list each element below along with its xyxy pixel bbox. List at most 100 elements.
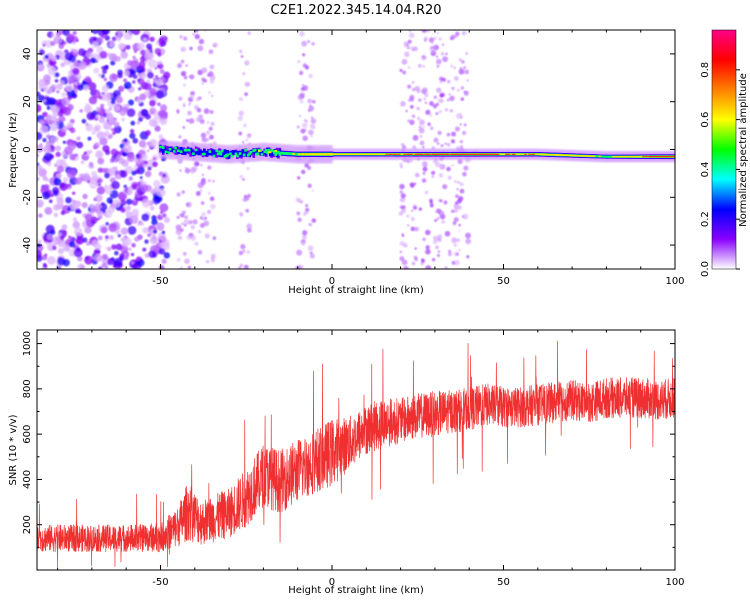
scatter-blob xyxy=(179,35,183,39)
signal-segment xyxy=(524,153,527,155)
signal-segment xyxy=(493,153,497,155)
scatter-blob xyxy=(400,193,406,199)
noise-blob xyxy=(161,239,170,247)
noise-blob xyxy=(162,173,167,178)
snr-ylabel: SNR (10 * v/v) xyxy=(8,414,19,485)
signal-segment xyxy=(349,153,353,156)
scatter-blob xyxy=(201,212,206,217)
signal-segment xyxy=(279,151,283,155)
signal-segment xyxy=(613,155,616,158)
signal-segment xyxy=(399,153,402,156)
signal-segment xyxy=(208,150,212,153)
signal-segment xyxy=(661,156,664,158)
signal-segment xyxy=(268,148,272,154)
scatter-blob xyxy=(305,120,308,123)
noise-blob xyxy=(56,165,65,173)
signal-segment xyxy=(179,146,183,151)
noise-blob xyxy=(72,67,80,75)
signal-segment xyxy=(628,155,632,158)
noise-blob xyxy=(159,110,168,119)
noise-blob xyxy=(111,180,120,190)
scatter-blob xyxy=(454,259,460,266)
scatter-blob xyxy=(188,220,193,225)
signal-segment xyxy=(423,153,427,155)
signal-segment xyxy=(284,152,287,155)
noise-blob xyxy=(50,55,57,62)
scatter-blob xyxy=(302,230,308,236)
snr-xtick-label: 50 xyxy=(497,577,510,588)
signal-segment xyxy=(325,153,328,156)
signal-segment xyxy=(310,153,313,156)
scatter-blob xyxy=(182,102,186,106)
scatter-blob xyxy=(194,33,200,40)
scatter-blob xyxy=(451,86,455,91)
scatter-blob xyxy=(302,135,308,142)
noise-blob xyxy=(100,226,108,234)
noise-blob xyxy=(144,160,149,165)
noise-blob xyxy=(82,193,88,200)
signal-segment xyxy=(192,149,195,155)
scatter-blob xyxy=(399,256,405,262)
noise-blob xyxy=(82,172,91,181)
signal-segment xyxy=(219,152,223,156)
scatter-blob xyxy=(437,217,440,220)
noise-blob xyxy=(104,172,111,179)
noise-blob xyxy=(162,213,167,218)
colorbar-ticks: 0.0 0.2 0.4 0.6 0.8 xyxy=(700,62,740,277)
noise-blob xyxy=(123,31,133,41)
scatter-blob xyxy=(413,205,418,210)
signal-segment xyxy=(367,153,371,156)
signal-segment xyxy=(408,153,412,155)
noise-blob xyxy=(67,142,76,151)
scatter-blob xyxy=(212,42,218,48)
scatter-blob xyxy=(210,121,215,126)
noise-blob xyxy=(139,93,147,101)
signal-segment xyxy=(496,153,500,155)
scatter-blob xyxy=(421,178,427,183)
signal-segment xyxy=(194,150,198,155)
scatter-blob xyxy=(439,199,443,203)
signal-segment xyxy=(525,153,529,156)
signal-segment xyxy=(332,153,335,156)
signal-segment xyxy=(187,148,191,152)
signal-segment xyxy=(316,153,320,156)
scatter-blob xyxy=(197,45,204,52)
noise-blob xyxy=(42,175,48,181)
signal-segment xyxy=(522,153,526,156)
noise-blob xyxy=(156,61,161,65)
scatter-blob xyxy=(295,197,301,203)
noise-blob xyxy=(135,154,140,158)
scatter-blob xyxy=(186,235,191,240)
noise-blob xyxy=(136,256,141,261)
signal-segment xyxy=(369,153,372,156)
scatter-blob xyxy=(194,30,199,33)
signal-segment xyxy=(622,155,626,158)
scatter-blob xyxy=(182,252,187,256)
scatter-blob xyxy=(463,123,467,127)
noise-blob xyxy=(86,51,93,58)
signal-segment xyxy=(231,149,235,154)
scatter-blob xyxy=(425,229,431,236)
noise-blob xyxy=(111,244,117,250)
noise-blob xyxy=(69,241,76,248)
signal-segment xyxy=(433,153,437,155)
signal-segment xyxy=(653,156,656,158)
scatter-blob xyxy=(205,130,211,135)
scatter-blob xyxy=(440,52,445,56)
noise-blob xyxy=(152,187,159,194)
signal-segment xyxy=(327,153,331,156)
scatter-blob xyxy=(195,190,201,196)
signal-segment xyxy=(352,153,356,156)
scatter-blob xyxy=(448,93,451,96)
scatter-blob xyxy=(296,125,300,129)
scatter-blob xyxy=(188,102,192,105)
scatter-blob xyxy=(181,190,185,194)
noise-blob xyxy=(116,37,121,42)
signal-segment xyxy=(164,150,168,154)
noise-blob xyxy=(107,257,115,266)
scatter-blob xyxy=(436,64,440,68)
scatter-blob xyxy=(437,237,442,242)
scatter-blob xyxy=(421,161,428,167)
signal-segment xyxy=(473,153,476,155)
signal-segment xyxy=(356,153,360,156)
